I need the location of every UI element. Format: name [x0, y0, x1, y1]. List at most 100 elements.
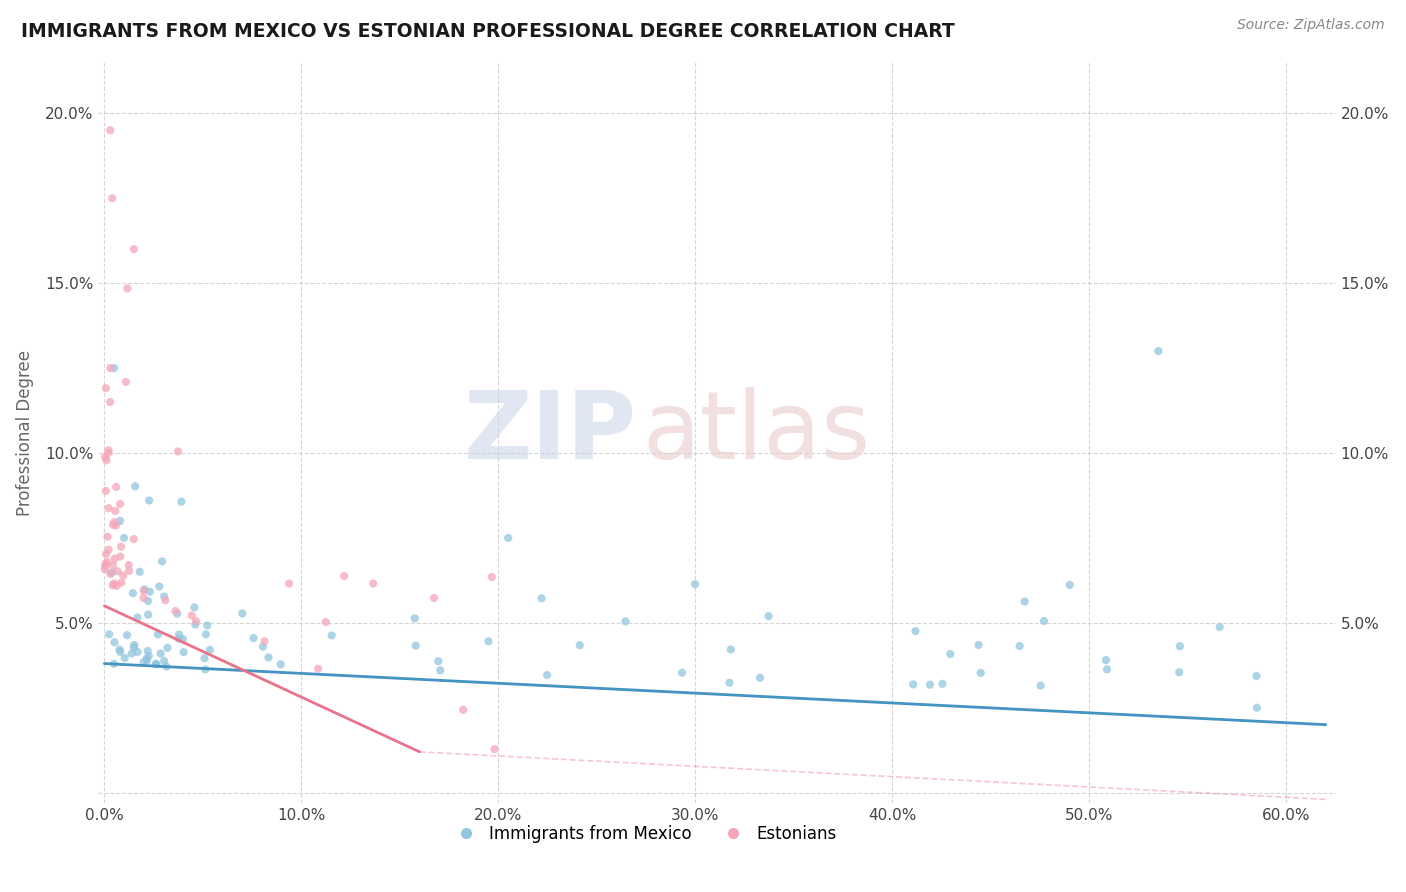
Immigrants from Mexico: [904, 624, 927, 639]
Estonians: [105, 579, 128, 593]
Estonians: [118, 558, 141, 573]
Immigrants from Mexico: [183, 600, 205, 615]
Estonians: [97, 501, 120, 516]
Immigrants from Mexico: [135, 651, 157, 665]
Estonians: [103, 515, 125, 529]
Immigrants from Mexico: [967, 638, 990, 652]
Immigrants from Mexico: [1168, 639, 1191, 653]
Estonians: [117, 281, 139, 295]
Estonians: [278, 576, 301, 591]
Immigrants from Mexico: [1168, 665, 1191, 680]
Immigrants from Mexico: [194, 663, 217, 677]
Immigrants from Mexico: [1032, 614, 1054, 628]
Immigrants from Mexico: [1029, 679, 1052, 693]
Immigrants from Mexico: [536, 668, 558, 682]
Estonians: [115, 375, 138, 389]
Estonians: [333, 569, 356, 583]
Immigrants from Mexico: [103, 657, 125, 671]
Estonians: [108, 497, 131, 511]
Immigrants from Mexico: [122, 586, 145, 600]
Immigrants from Mexico: [1095, 662, 1118, 676]
Estonians: [132, 583, 155, 598]
Immigrants from Mexico: [173, 645, 195, 659]
Estonians: [104, 551, 127, 566]
Immigrants from Mexico: [720, 642, 742, 657]
Immigrants from Mexico: [918, 678, 941, 692]
Estonians: [94, 562, 117, 576]
Immigrants from Mexico: [127, 645, 149, 659]
Estonians: [100, 566, 122, 581]
Estonians: [122, 532, 145, 546]
Immigrants from Mexico: [758, 609, 780, 624]
Immigrants from Mexico: [150, 554, 173, 568]
Estonians: [104, 504, 127, 518]
Immigrants from Mexico: [124, 638, 146, 652]
Immigrants from Mexico: [252, 640, 274, 654]
Immigrants from Mexico: [166, 607, 188, 621]
Immigrants from Mexico: [568, 638, 591, 652]
Estonians: [101, 191, 124, 205]
Text: atlas: atlas: [643, 386, 872, 479]
Immigrants from Mexico: [195, 618, 218, 632]
Estonians: [165, 604, 187, 618]
Immigrants from Mexico: [903, 677, 925, 691]
Immigrants from Mexico: [149, 647, 172, 661]
Estonians: [94, 547, 117, 561]
Immigrants from Mexico: [427, 654, 450, 668]
Immigrants from Mexico: [683, 577, 706, 591]
Immigrants from Mexico: [671, 665, 693, 680]
Estonians: [94, 557, 117, 571]
Estonians: [94, 483, 117, 498]
Estonians: [98, 361, 121, 376]
Immigrants from Mexico: [242, 631, 264, 645]
Immigrants from Mexico: [103, 361, 125, 376]
Immigrants from Mexico: [404, 611, 426, 625]
Estonians: [423, 591, 446, 605]
Immigrants from Mexico: [156, 640, 179, 655]
Immigrants from Mexico: [108, 514, 131, 528]
Immigrants from Mexico: [115, 628, 138, 642]
Immigrants from Mexico: [101, 566, 124, 580]
Estonians: [180, 608, 202, 623]
Immigrants from Mexico: [139, 584, 162, 599]
Immigrants from Mexico: [167, 632, 190, 646]
Immigrants from Mexico: [1014, 594, 1036, 608]
Immigrants from Mexico: [112, 531, 135, 545]
Immigrants from Mexico: [184, 617, 207, 632]
Immigrants from Mexico: [170, 494, 193, 508]
Immigrants from Mexico: [136, 607, 159, 622]
Immigrants from Mexico: [132, 655, 155, 669]
Immigrants from Mexico: [148, 580, 170, 594]
Immigrants from Mexico: [1246, 669, 1268, 683]
Estonians: [104, 518, 127, 533]
Legend: Immigrants from Mexico, Estonians: Immigrants from Mexico, Estonians: [443, 819, 844, 850]
Immigrants from Mexico: [1095, 653, 1118, 667]
Immigrants from Mexico: [405, 639, 427, 653]
Immigrants from Mexico: [429, 663, 451, 677]
Immigrants from Mexico: [270, 657, 292, 672]
Estonians: [96, 453, 118, 467]
Immigrants from Mexico: [134, 582, 156, 597]
Estonians: [118, 564, 141, 578]
Estonians: [96, 530, 118, 544]
Estonians: [110, 549, 132, 564]
Estonians: [101, 517, 124, 532]
Estonians: [307, 662, 329, 676]
Estonians: [98, 123, 121, 137]
Immigrants from Mexico: [194, 627, 217, 641]
Estonians: [94, 559, 117, 574]
Immigrants from Mexico: [114, 651, 136, 665]
Estonians: [361, 576, 384, 591]
Estonians: [315, 615, 337, 629]
Immigrants from Mexico: [718, 675, 741, 690]
Immigrants from Mexico: [136, 594, 159, 608]
Immigrants from Mexico: [103, 635, 125, 649]
Estonians: [98, 395, 121, 409]
Estonians: [112, 568, 135, 582]
Immigrants from Mexico: [138, 493, 160, 508]
Immigrants from Mexico: [970, 665, 993, 680]
Immigrants from Mexico: [257, 650, 280, 665]
Immigrants from Mexico: [198, 643, 221, 657]
Estonians: [103, 576, 125, 591]
Immigrants from Mexico: [193, 651, 215, 665]
